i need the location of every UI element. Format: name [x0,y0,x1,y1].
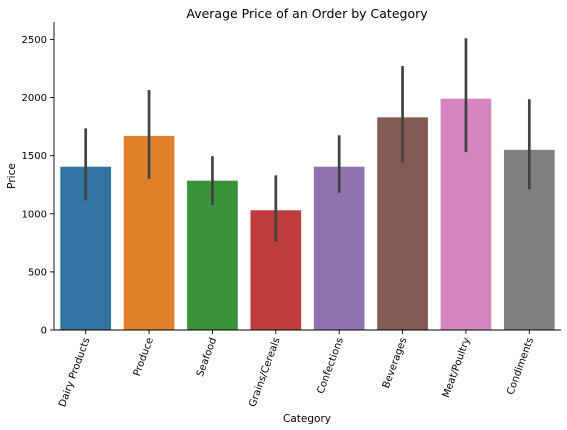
x-tick-label: Confections [315,336,346,395]
x-axis-label: Category [283,413,331,425]
y-axis-label: Price [6,163,18,189]
y-tick-label: 2000 [22,93,47,104]
x-tick-label: Dairy Products [57,336,92,408]
x-tick-label: Seafood [195,336,219,378]
chart-title: Average Price of an Order by Category [186,6,428,21]
x-axis: Dairy Products Produce Seafood Grains/Cerea… [54,329,561,409]
bar-confections [313,166,365,330]
y-tick-label: 1000 [22,209,47,220]
x-tick-label: Condiments [505,336,536,396]
y-tick-label: 1500 [22,151,47,162]
x-tick-label: Grains/Cereals [247,336,282,408]
x-tick-label: Beverages [381,336,409,390]
y-axis: 0 500 1000 1500 2000 2500 [22,22,55,337]
x-tick-label: Produce [132,336,156,378]
y-tick-label: 500 [28,267,47,278]
bars-group [60,98,555,330]
bar-seafood [187,180,238,330]
y-tick-label: 2500 [22,35,47,46]
x-tick-label: Meat/Poultry [441,336,473,399]
y-tick-label: 0 [41,326,47,337]
errorbars-group [84,38,531,242]
